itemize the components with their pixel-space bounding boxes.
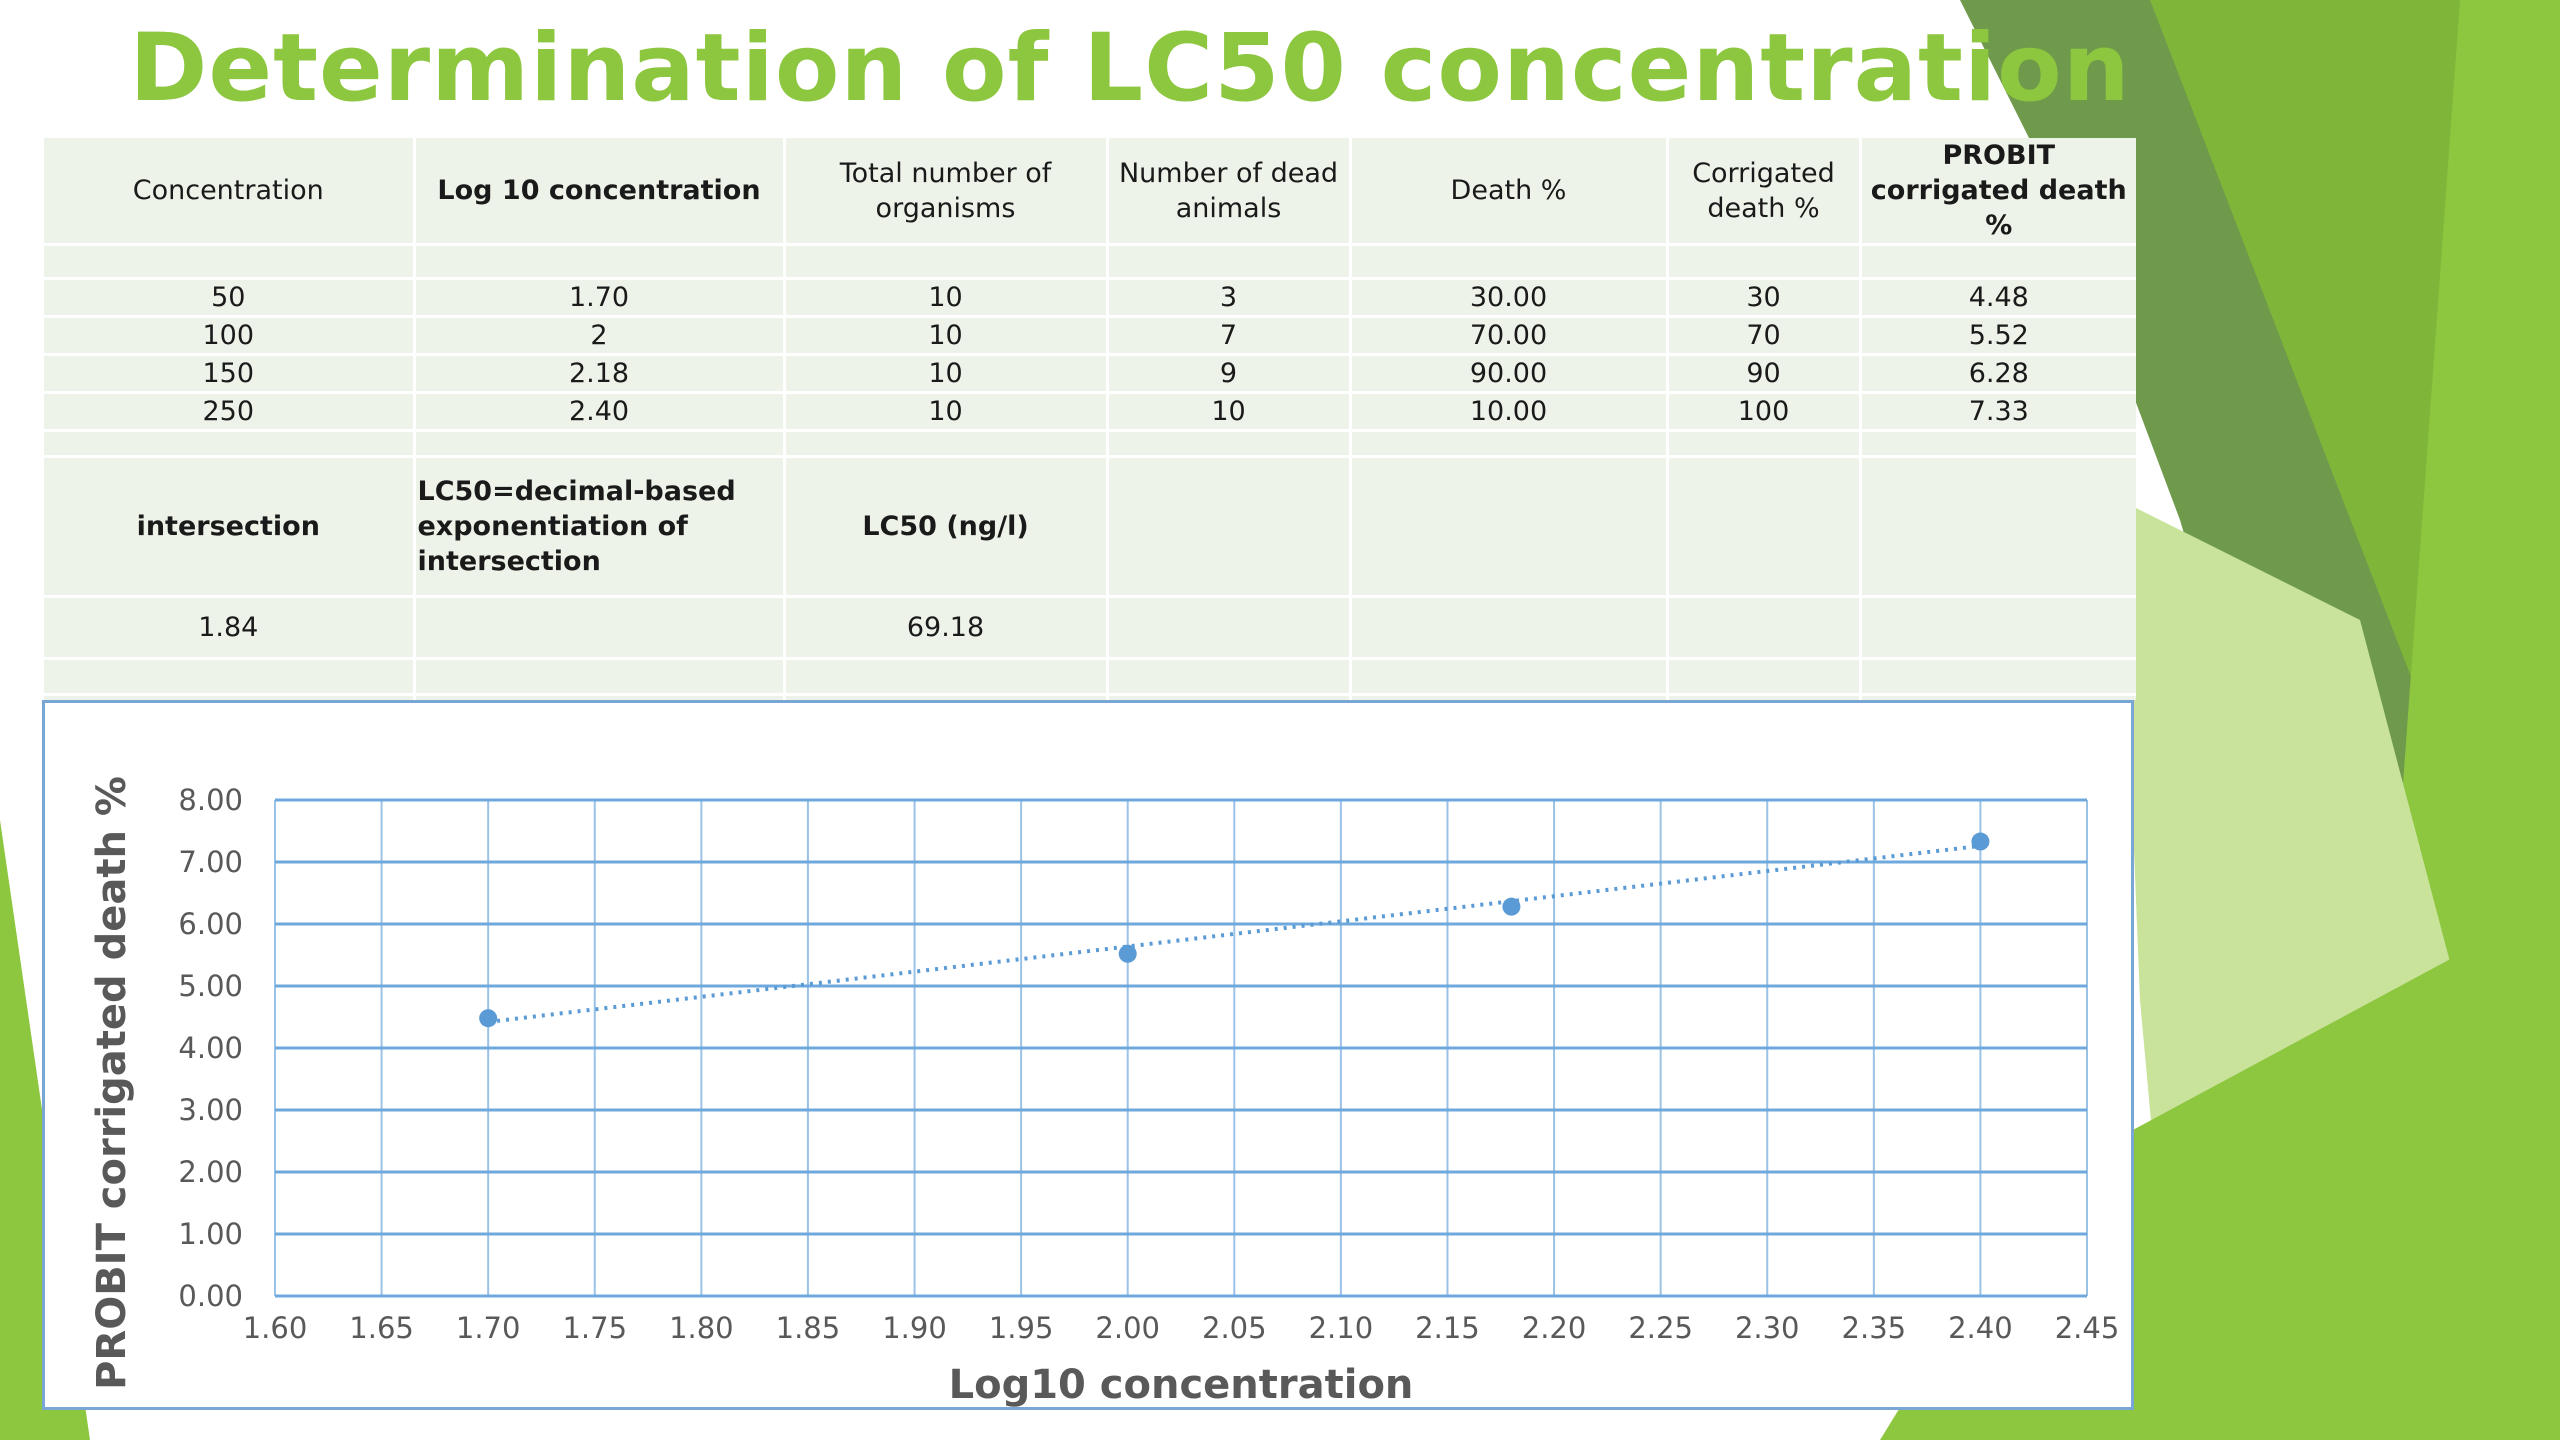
x-axis-ticks: 1.60 1.65 1.70 1.75 1.80 1.85 1.90 1.95 2.00 2.05… [243, 1311, 2120, 1345]
lc50-table: Concentration Log 10 concentration Total… [44, 138, 2136, 731]
x-tick-label: 1.75 [562, 1311, 627, 1345]
trendline [487, 843, 1981, 1024]
x-tick-label: 1.95 [989, 1311, 1054, 1345]
x-tick-label: 2.40 [1948, 1311, 2013, 1345]
y-tick-label: 6.00 [178, 907, 243, 941]
intersection-label: intersection [44, 455, 414, 597]
x-tick-label: 2.30 [1735, 1311, 1800, 1345]
x-tick-label: 1.70 [456, 1311, 521, 1345]
header-cell: Total number of organisms [782, 138, 1107, 245]
table-cell: 4.48 [1858, 277, 2136, 317]
x-tick-label: 1.90 [882, 1311, 947, 1345]
x-tick-label: 2.05 [1202, 1311, 1267, 1345]
header-cell: Corrigated death % [1665, 138, 1860, 245]
table-cell: 5.52 [1858, 315, 2136, 355]
table-cell: 1.70 [412, 277, 784, 317]
data-point [479, 1009, 498, 1028]
table-cell: 150 [44, 353, 414, 393]
y-axis-title: PROBIT corrigated death % [89, 776, 135, 1390]
table-cell: 70.00 [1348, 315, 1667, 355]
table-cell: 10 [1105, 391, 1350, 431]
x-tick-label: 2.25 [1628, 1311, 1693, 1345]
x-tick-label: 2.35 [1842, 1311, 1907, 1345]
table-cell: 7 [1105, 315, 1350, 355]
table-cell: 7.33 [1858, 391, 2136, 431]
spacer-row [44, 657, 2136, 695]
chart-svg: 0.00 1.00 2.00 3.00 4.00 5.00 6.00 7.00 8.00 1.6… [89, 776, 2120, 1407]
table-cell: 10.00 [1348, 391, 1667, 431]
slide-title: Determination of LC50 concentration [129, 14, 2131, 123]
data-point [1971, 832, 1990, 851]
table-cell: 30 [1665, 277, 1860, 317]
table-cell: 2.40 [412, 391, 784, 431]
table-cell: 3 [1105, 277, 1350, 317]
x-tick-label: 2.10 [1309, 1311, 1374, 1345]
lc50-formula-label: LC50=decimal-based exponentiation of int… [412, 455, 784, 597]
data-point [1502, 897, 1521, 916]
y-axis-ticks: 0.00 1.00 2.00 3.00 4.00 5.00 6.00 7.00 8.00 [178, 783, 243, 1313]
x-tick-label: 1.60 [243, 1311, 308, 1345]
table-cell: 100 [1665, 391, 1860, 431]
x-tick-label: 1.80 [669, 1311, 734, 1345]
summary-header-row: intersection LC50=decimal-based exponent… [44, 455, 2136, 597]
header-cell: Number of dead animals [1105, 138, 1350, 245]
header-cell: PROBIT corrigated death % [1858, 138, 2136, 245]
x-tick-label: 2.20 [1522, 1311, 1587, 1345]
table-row: 150 2.18 10 9 90.00 90 6.28 [44, 353, 2136, 393]
x-tick-label: 2.15 [1415, 1311, 1480, 1345]
table-cell: 6.28 [1858, 353, 2136, 393]
y-tick-label: 2.00 [178, 1155, 243, 1189]
table-cell: 10 [782, 391, 1107, 431]
x-tick-label: 2.45 [2055, 1311, 2120, 1345]
table-cell: 90 [1665, 353, 1860, 393]
table-cell: 70 [1665, 315, 1860, 355]
y-tick-label: 0.00 [178, 1279, 243, 1313]
table-cell: 30.00 [1348, 277, 1667, 317]
data-point [1118, 944, 1137, 963]
header-cell: Death % [1348, 138, 1667, 245]
y-tick-label: 1.00 [178, 1217, 243, 1251]
table-cell: 10 [782, 315, 1107, 355]
spacer-row [44, 429, 2136, 457]
table-row: 100 2 10 7 70.00 70 5.52 [44, 315, 2136, 355]
grid-layer [274, 798, 2088, 1298]
y-tick-label: 5.00 [178, 969, 243, 1003]
y-tick-label: 8.00 [178, 783, 243, 817]
x-axis-title: Log10 concentration [949, 1362, 1414, 1407]
summary-value-row: 1.84 69.18 [44, 595, 2136, 659]
table-cell: 90.00 [1348, 353, 1667, 393]
table-row: 50 1.70 10 3 30.00 30 4.48 [44, 277, 2136, 317]
lc50-label: LC50 (ng/l) [782, 455, 1107, 597]
probit-chart: 0.00 1.00 2.00 3.00 4.00 5.00 6.00 7.00 8.00 1.6… [42, 700, 2134, 1410]
lc50-value: 69.18 [782, 595, 1107, 659]
y-tick-label: 4.00 [178, 1031, 243, 1065]
table-cell: 10 [782, 353, 1107, 393]
lc50-formula-value [412, 595, 784, 659]
table-cell: 100 [44, 315, 414, 355]
x-tick-label: 2.00 [1095, 1311, 1160, 1345]
table-cell: 2.18 [412, 353, 784, 393]
table-cell: 2 [412, 315, 784, 355]
intersection-value: 1.84 [44, 595, 414, 659]
table-row: 250 2.40 10 10 10.00 100 7.33 [44, 391, 2136, 431]
spacer-row [44, 243, 2136, 279]
x-tick-label: 1.65 [349, 1311, 414, 1345]
table-cell: 50 [44, 277, 414, 317]
table-cell: 250 [44, 391, 414, 431]
header-cell: Log 10 concentration [412, 138, 784, 245]
table-cell: 10 [782, 277, 1107, 317]
y-tick-label: 7.00 [178, 845, 243, 879]
y-tick-label: 3.00 [178, 1093, 243, 1127]
header-cell: Concentration [132, 175, 324, 206]
header-row: Concentration Log 10 concentration Total… [44, 138, 2136, 245]
x-tick-label: 1.85 [776, 1311, 841, 1345]
data-points [479, 832, 1990, 1028]
data-table: Concentration Log 10 concentration Total… [44, 138, 2136, 731]
table-cell: 9 [1105, 353, 1350, 393]
